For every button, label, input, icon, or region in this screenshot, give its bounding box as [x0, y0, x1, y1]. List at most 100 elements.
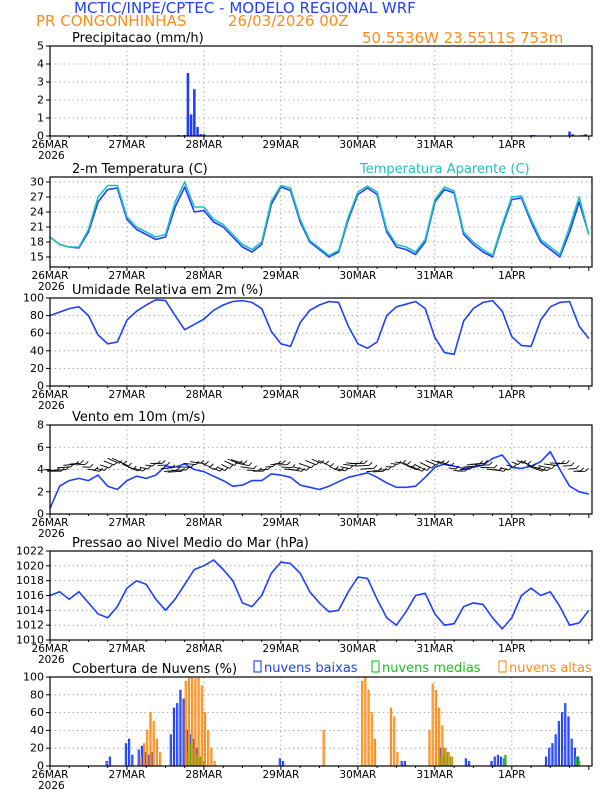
- panel-title: 2-m Temperatura (C): [72, 162, 208, 177]
- cloud-bar-2: [370, 712, 373, 767]
- wind-barb: [145, 464, 153, 467]
- wind-barb: [274, 462, 283, 465]
- wind-barb-flag: [253, 465, 257, 469]
- x-year-label: 2026: [38, 400, 65, 412]
- wind-barb: [133, 467, 144, 472]
- wind-barb: [463, 465, 475, 468]
- wind-barb: [224, 460, 235, 466]
- wind-barb-flag: [219, 467, 224, 472]
- y-tick-label: 60: [30, 706, 44, 719]
- wind-barb: [57, 466, 71, 469]
- precip-bar: [199, 134, 203, 136]
- wind-barb-flag: [161, 460, 166, 464]
- cloud-bar-0: [172, 707, 176, 767]
- plot-frame: [49, 676, 593, 767]
- cloud-bar-2: [389, 707, 393, 767]
- wind-barb-flag: [306, 466, 310, 471]
- y-tick-label: 40: [30, 724, 44, 737]
- cloud-bar-0: [570, 738, 573, 767]
- wind-barb-flag: [330, 463, 334, 467]
- wind-barb-flag: [335, 465, 339, 470]
- wind-barb: [460, 468, 471, 471]
- panel-temp: 15 18 21 24 27 30 26MAR 27MAR 28MAR 29MAR 30MAR 31M…: [30, 162, 593, 293]
- wind-barb: [337, 468, 346, 472]
- wind-barb: [568, 468, 577, 470]
- wind-barb-flag: [84, 461, 89, 465]
- wind-barb: [127, 466, 139, 472]
- x-tick-label: 31MAR: [416, 517, 453, 529]
- wind-barb: [323, 462, 331, 467]
- x-tick-label: 28MAR: [185, 270, 222, 282]
- y-tick-label: 15: [30, 251, 44, 264]
- cloud-bar-2: [155, 738, 159, 767]
- wind-barb: [92, 469, 100, 472]
- legend-swatch: [371, 660, 380, 673]
- wind-barb: [235, 462, 249, 467]
- x-tick-label: 1APR: [498, 643, 526, 655]
- wind-barb-flag: [349, 465, 354, 470]
- x-tick-label: 26MAR: [32, 643, 69, 655]
- wind-barb-flag: [455, 465, 460, 470]
- cloud-bar-0: [551, 743, 554, 767]
- cloud-bar-0: [467, 760, 471, 767]
- precip-bar: [189, 114, 193, 136]
- cloud-legend-item: nuvens medias: [382, 661, 481, 676]
- wind-barb-flag: [566, 460, 570, 464]
- plot-frame: [49, 297, 593, 387]
- wind-barb-flag: [368, 461, 373, 466]
- x-tick-label: 27MAR: [109, 643, 146, 655]
- y-tick-label: 4: [37, 463, 44, 476]
- wind-barb-flag: [431, 464, 435, 469]
- x-tick-label: 30MAR: [339, 769, 376, 781]
- panel-title: Pressao ao Nivel Medio do Mar (hPa): [72, 536, 309, 551]
- x-year-label: 2026: [38, 528, 65, 540]
- legend-swatch: [498, 660, 507, 673]
- cloud-bar-0: [490, 760, 493, 767]
- wind-barb-flag: [287, 461, 291, 466]
- x-tick-label: 29MAR: [262, 270, 299, 282]
- wind-barb: [196, 461, 206, 465]
- y-tick-label: 60: [30, 327, 44, 340]
- wind-barb: [538, 465, 553, 469]
- x-year-label: 2026: [38, 654, 65, 666]
- wind-barb-flag: [224, 467, 229, 472]
- wind-barb: [292, 466, 307, 471]
- wind-barb: [203, 464, 211, 468]
- wind-barb: [443, 463, 451, 467]
- panel-clouds: 0 20 40 60 80 100 26MAR 27MAR 28MAR 29MAR 30MAR 31M…: [23, 662, 593, 792]
- x-tick-label: 30MAR: [339, 517, 376, 529]
- precip-bar: [202, 134, 206, 136]
- panel-title: Vento em 10m (m/s): [72, 410, 205, 425]
- y-tick-label: 30: [30, 176, 44, 189]
- panel-wind: 0 2 4 6 8 26MAR 27MAR 28MAR 29MAR 30MAR 31MAR 1APR 2…: [32, 410, 593, 540]
- wind-barb-flag: [551, 465, 556, 469]
- series-line-temp-1: [49, 181, 590, 257]
- wind-barb-flag: [489, 461, 493, 466]
- cloud-bar-0: [105, 760, 108, 767]
- x-tick-label: 31MAR: [416, 270, 453, 282]
- y-tick-label: 27: [30, 191, 44, 204]
- wind-barb-flag: [109, 464, 113, 469]
- wind-barb: [160, 467, 172, 470]
- wind-barb: [208, 466, 216, 471]
- wind-barb-flag: [229, 465, 233, 469]
- cloud-bar-2: [197, 676, 200, 767]
- wind-barb: [511, 461, 519, 465]
- cloud-bar-2: [393, 716, 396, 767]
- panel-title: Umidade Relativa em 2m (%): [72, 283, 263, 298]
- cloud-bar-0: [493, 756, 496, 767]
- cloud-bar-2: [152, 720, 155, 767]
- wind-barb: [360, 467, 374, 470]
- x-tick-label: 28MAR: [185, 139, 222, 151]
- y-tick-label: 4: [37, 58, 44, 71]
- wind-barb: [333, 468, 341, 472]
- station-name: PR CONGONHINHAS: [36, 12, 187, 30]
- x-tick-label: 26MAR: [32, 270, 69, 282]
- x-tick-label: 28MAR: [185, 517, 222, 529]
- wind-barb-flag: [421, 467, 426, 472]
- wind-barb: [500, 467, 509, 471]
- precip-bar: [193, 89, 196, 136]
- x-year-label: 2026: [38, 150, 65, 162]
- cloud-bar-0: [400, 760, 403, 767]
- wind-barb-flag: [89, 463, 94, 468]
